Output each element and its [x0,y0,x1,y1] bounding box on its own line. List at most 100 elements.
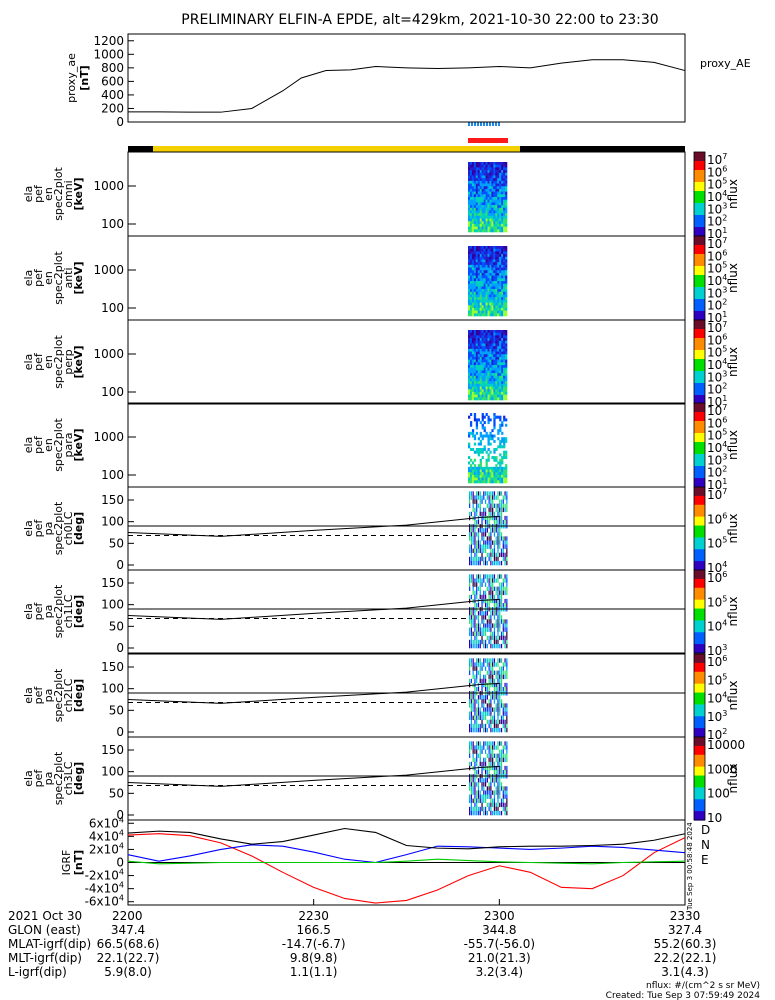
colorbar-cell [694,448,705,452]
spectrogram-cell [491,262,494,266]
colorbar-cell [694,731,705,735]
pitch-cell [484,491,487,496]
pitch-cell [493,699,496,704]
spectrogram-cell [473,359,477,363]
spectrogram-cell [468,294,471,298]
pitch-cell [502,556,504,562]
pitch-cell [499,707,501,712]
pitch-cell [488,598,490,604]
science-zone-tick [492,122,494,126]
colorbar-cell [694,716,705,720]
spectrogram-cell [468,330,471,333]
y-axis-label-line: en [42,187,55,201]
pitch-cell [493,761,496,767]
colorbar-label: nflux [726,430,740,460]
spectrogram-cell [469,270,473,274]
pitch-cell [488,658,490,663]
y-tick-label: -4x104 [85,881,124,896]
pitch-cell [481,611,483,616]
spectrogram-cell [487,354,490,358]
spectrogram-cell [497,229,500,233]
spectrogram-cell [505,229,508,233]
spectrogram-cell [477,480,480,484]
spectrogram-cell [469,162,473,165]
pitch-cell [502,703,504,708]
spectrogram-cell [471,183,475,187]
pitch-cell [483,790,485,795]
spectrogram-cell [473,183,477,187]
pitch-cell [500,560,503,566]
spectrogram-cell [477,251,480,255]
spectrogram-cell [487,340,490,344]
spectrogram-cell [479,210,482,214]
spectrogram-cell [475,191,479,195]
spectrogram-cell [469,246,473,249]
pitch-cell [506,810,508,816]
spectrogram-cell [475,305,479,309]
spectrogram-cell [483,359,486,363]
pitch-cell [481,556,483,562]
spectrogram-cell [501,310,504,314]
pitch-cell [472,643,474,649]
pitch-cell [497,602,499,608]
spectrogram-cell [501,472,504,476]
pitch-cell [499,528,501,533]
mlat-value: 66.5(68.6) [97,937,160,951]
spectrogram-cell [503,362,506,366]
pitch-cell [476,635,478,641]
pitch-cell [477,711,480,716]
spectrogram-cell [473,391,477,395]
colorbar-cell [694,221,705,225]
panel-spec_perp: 1001000elapefenspec2plotperp[keV]1071061… [22,319,740,409]
pitch-cell [500,674,503,680]
spectrogram-cell [483,386,486,390]
pitch-cell [488,615,490,620]
spectrogram-cell [469,183,473,187]
pitch-cell [474,778,476,783]
spectrogram-cell [495,310,498,314]
colorbar-cell [694,478,705,482]
pitch-cell [493,578,496,583]
colorbar-cell [694,353,705,357]
spectrogram-cell [495,480,498,484]
pitch-cell [502,623,504,628]
spectrogram-cell [499,362,502,366]
spectrogram-cell [487,302,490,306]
pitch-cell [484,590,487,596]
spectrogram-cell [475,215,479,219]
pitch-cell [472,723,474,729]
spectrogram-cell [468,291,471,295]
spectrogram-cell [471,226,475,230]
pitch-cell [477,765,480,771]
spectrogram-cell [475,448,479,451]
pitch-cell [476,711,478,716]
spectrogram-cell [481,210,484,214]
spectrogram-cell [483,191,486,195]
spectrogram-cell [501,389,504,393]
spectrogram-cell [469,256,473,260]
spectrogram-cell [477,474,480,478]
spectrogram-cell [487,275,490,279]
colorbar-cell [694,659,705,664]
colorbar-cell [694,287,705,291]
pitch-cell [483,810,485,816]
spectrogram-cell [473,370,477,374]
y-tick-label: 100 [101,515,124,529]
pitch-cell [474,495,476,500]
spectrogram-cell [503,456,506,460]
pitch-cell [490,678,492,684]
spectrogram-cell [505,294,508,298]
y-tick-label: 0 [116,725,124,739]
science-zone-tick [498,122,500,126]
pitch-cell [497,540,499,545]
spectrogram-cell [491,362,494,366]
spectrogram-cell [499,272,502,276]
spectrogram-cell [501,278,504,282]
pitch-cell [504,686,506,692]
spectrogram-cell [471,207,475,211]
pitch-cell [502,536,504,541]
pitch-cell [483,806,485,812]
spectrogram-cell [468,391,471,395]
pitch-cell [488,519,490,525]
spectrogram-cell [468,210,471,214]
